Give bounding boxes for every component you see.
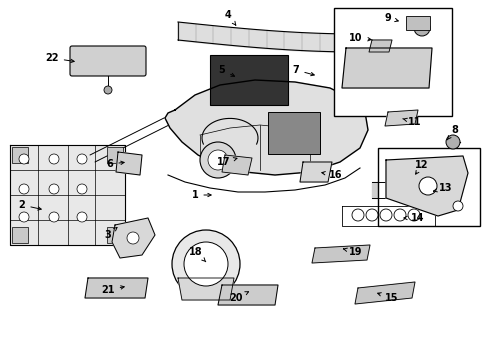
Circle shape [452,201,462,211]
Polygon shape [178,278,234,300]
Bar [12,227,28,243]
Circle shape [365,209,377,221]
Circle shape [49,154,59,164]
FancyBboxPatch shape [70,46,146,76]
Polygon shape [385,156,467,216]
Text: 15: 15 [377,293,398,303]
Text: 12: 12 [414,160,428,174]
Text: 22: 22 [45,53,74,63]
Bar [405,16,429,30]
Text: 6: 6 [106,159,124,169]
Circle shape [418,177,436,195]
Circle shape [413,20,429,36]
Circle shape [207,150,227,170]
Circle shape [379,209,391,221]
Polygon shape [222,155,251,175]
Bar [107,227,123,243]
Text: 16: 16 [321,170,342,180]
Text: 17: 17 [217,157,237,167]
Circle shape [19,212,29,222]
Circle shape [393,209,405,221]
Polygon shape [218,285,278,305]
Text: 9: 9 [384,13,397,23]
Circle shape [77,212,87,222]
Text: 21: 21 [101,285,124,295]
Text: 11: 11 [402,117,421,127]
Circle shape [77,184,87,194]
Polygon shape [368,40,391,52]
Bar [209,55,287,105]
Polygon shape [85,278,148,298]
Text: 10: 10 [348,33,370,43]
Bar [377,148,479,226]
Bar [267,112,319,154]
Text: 8: 8 [446,125,458,140]
Text: 20: 20 [229,292,248,303]
Polygon shape [354,282,414,304]
Polygon shape [164,80,367,175]
Polygon shape [116,152,142,175]
Bar [107,147,123,163]
Circle shape [183,242,227,286]
Circle shape [19,184,29,194]
Text: 5: 5 [218,65,234,76]
Circle shape [104,86,112,94]
Circle shape [445,135,459,149]
Polygon shape [341,48,431,88]
Polygon shape [299,162,331,182]
Text: 14: 14 [403,213,424,223]
Polygon shape [10,145,125,245]
Circle shape [49,184,59,194]
Circle shape [49,212,59,222]
Text: 13: 13 [433,183,452,193]
Circle shape [200,142,236,178]
Text: 1: 1 [191,190,211,200]
Polygon shape [112,218,155,258]
Bar [12,147,28,163]
Circle shape [351,209,363,221]
Circle shape [172,230,240,298]
Circle shape [19,154,29,164]
Text: 3: 3 [104,228,117,240]
Circle shape [407,209,419,221]
Text: 19: 19 [343,247,362,257]
Circle shape [127,232,139,244]
Polygon shape [384,110,417,126]
Circle shape [77,154,87,164]
Bar [333,8,451,116]
Text: 18: 18 [189,247,205,262]
Text: 7: 7 [292,65,314,76]
Text: 4: 4 [224,10,235,25]
Text: 2: 2 [19,200,41,210]
Polygon shape [311,245,369,263]
